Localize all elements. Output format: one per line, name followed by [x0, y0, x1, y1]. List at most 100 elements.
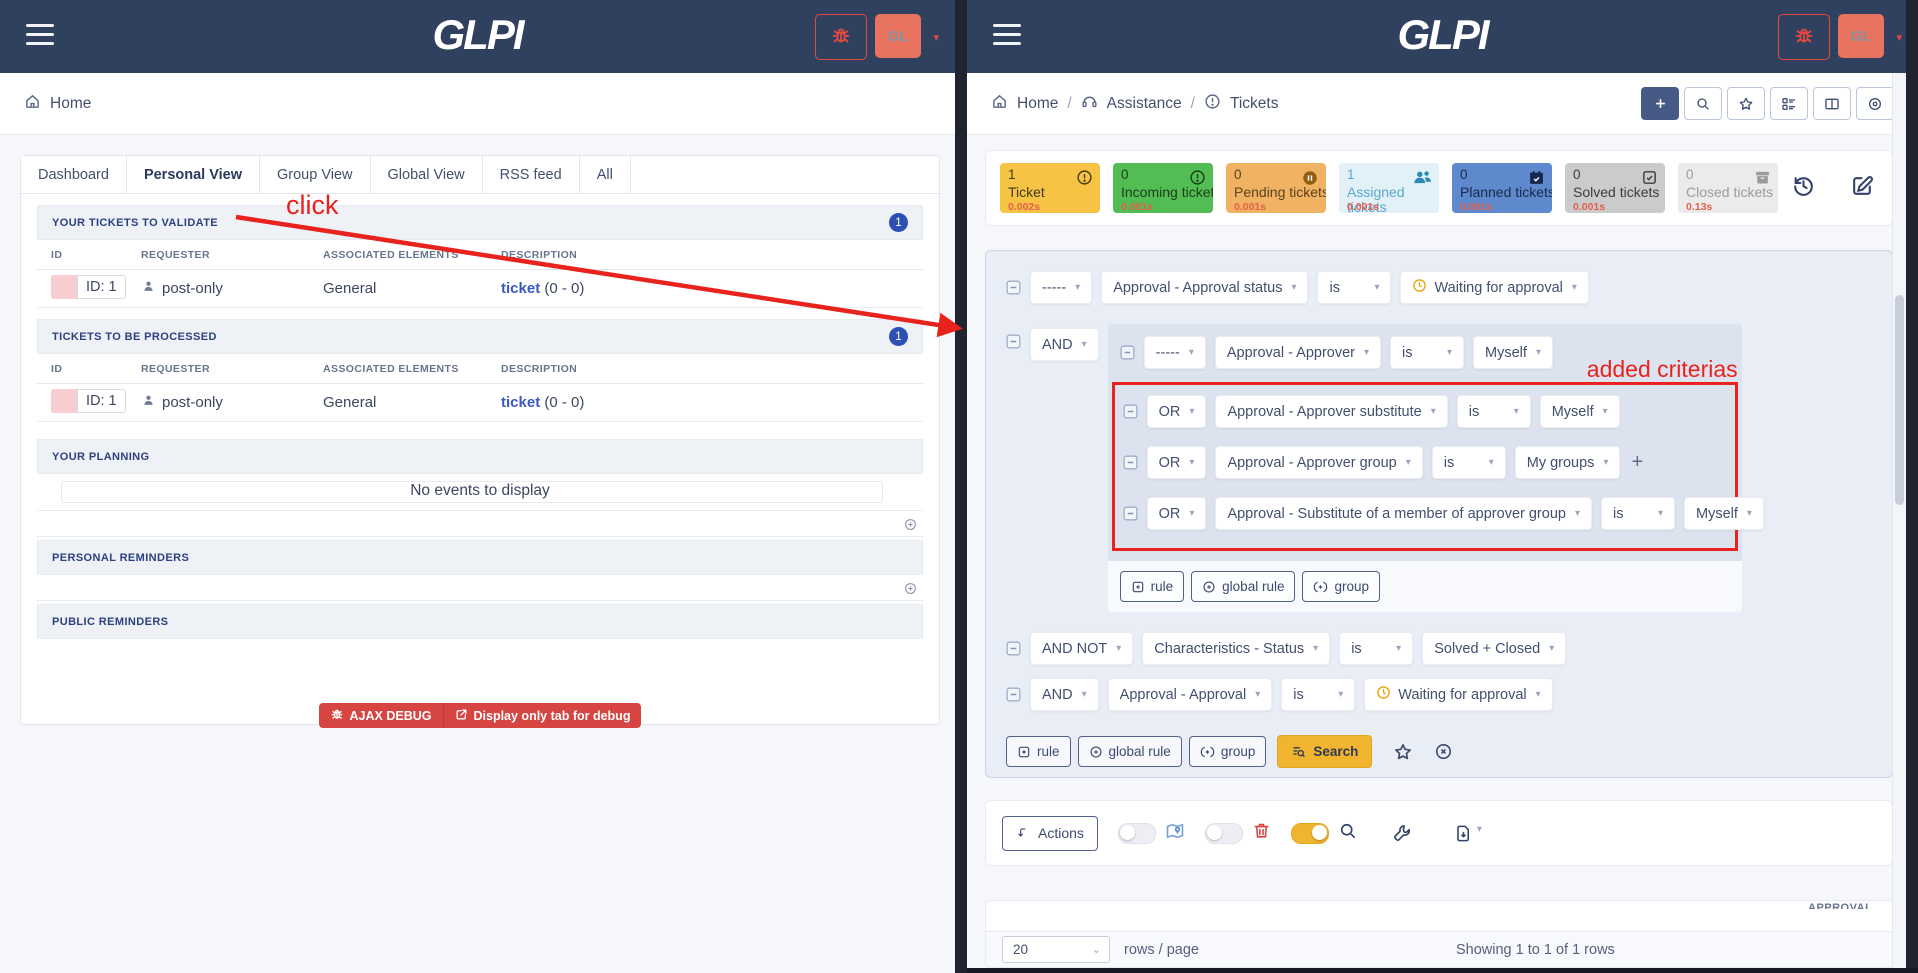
- field-select[interactable]: Characteristics - Status ▾: [1142, 632, 1331, 665]
- breadcrumb-assistance[interactable]: Assistance: [1106, 94, 1182, 112]
- chevron-down-icon[interactable]: ▾: [933, 32, 939, 44]
- ticket-id[interactable]: ID: 1: [77, 388, 126, 413]
- ticket-id[interactable]: ID: 1: [77, 274, 126, 299]
- minus-square-icon[interactable]: [1123, 506, 1138, 521]
- circle-plus-icon[interactable]: [904, 518, 917, 536]
- add-group-button[interactable]: group: [1302, 571, 1380, 602]
- value-select[interactable]: Myself ▾: [1473, 336, 1553, 369]
- hamburger-menu-icon[interactable]: [993, 24, 1021, 48]
- comparator-select[interactable]: is ▾: [1390, 336, 1465, 369]
- comparator-select[interactable]: is ▾: [1281, 678, 1356, 711]
- search-submit-button[interactable]: Search: [1277, 735, 1373, 768]
- breadcrumb-tickets[interactable]: Tickets: [1229, 94, 1279, 112]
- field-select[interactable]: Approval - Approval ▾: [1107, 678, 1273, 711]
- field-select[interactable]: Approval - Approver ▾: [1214, 336, 1382, 369]
- breadcrumb-home[interactable]: Home: [1017, 94, 1059, 112]
- value-select[interactable]: Myself ▾: [1683, 497, 1764, 530]
- wrench-icon[interactable]: [1392, 823, 1412, 843]
- showing-rows-text: Showing 1 to 1 of 1 rows: [1456, 941, 1615, 958]
- minus-square-icon[interactable]: [1006, 641, 1021, 656]
- comparator-select[interactable]: is ▾: [1317, 271, 1392, 304]
- logic-operator-select[interactable]: ----- ▾: [1143, 336, 1206, 369]
- add-group-button[interactable]: group: [1188, 736, 1267, 767]
- actions-button[interactable]: Actions: [1002, 815, 1098, 851]
- debug-mode-button[interactable]: [1778, 14, 1830, 60]
- search-button[interactable]: [1684, 87, 1722, 120]
- comparator-select[interactable]: is ▾: [1339, 632, 1414, 665]
- tab-all[interactable]: All: [579, 156, 631, 193]
- status-badge-pending[interactable]: 0 Pending tickets 0.001s: [1226, 163, 1326, 213]
- minus-square-icon[interactable]: [1123, 455, 1138, 470]
- add-ticket-button[interactable]: [1641, 87, 1679, 120]
- right-breadcrumb: Home / Assistance / Tickets: [967, 73, 1918, 135]
- tab-global-view[interactable]: Global View: [370, 156, 483, 193]
- logic-operator-select[interactable]: ----- ▾: [1030, 271, 1093, 304]
- user-avatar[interactable]: GL: [875, 14, 921, 58]
- reset-search-icon[interactable]: [1434, 742, 1453, 761]
- status-badge-incoming[interactable]: 0 Incoming tickets 0.001s: [1113, 163, 1213, 213]
- comparator-select[interactable]: is ▾: [1456, 395, 1531, 428]
- tab-rss-feed[interactable]: RSS feed: [482, 156, 580, 193]
- circle-plus-icon[interactable]: [904, 582, 917, 600]
- show-deleted-toggle[interactable]: [1204, 822, 1243, 844]
- add-value-plus[interactable]: +: [1631, 451, 1644, 473]
- tab-group-view[interactable]: Group View: [260, 156, 371, 193]
- tab-dashboard[interactable]: Dashboard: [21, 156, 127, 193]
- add-global-rule-button[interactable]: global rule: [1077, 736, 1182, 767]
- value-select[interactable]: Solved + Closed ▾: [1422, 632, 1567, 665]
- status-badge-assigned[interactable]: 1 Assigned tickets 0.001s: [1339, 163, 1439, 213]
- minus-square-icon[interactable]: [1006, 280, 1021, 295]
- minus-square-icon[interactable]: [1120, 345, 1135, 360]
- scrollbar-track[interactable]: [1892, 73, 1906, 973]
- criteria-row: AND NOT ▾ Characteristics - Status ▾ is ▾ S…: [1006, 632, 1872, 665]
- logic-operator-select[interactable]: AND ▾: [1030, 328, 1099, 361]
- field-select[interactable]: Approval - Approval status ▾: [1101, 271, 1309, 304]
- status-badge-solved[interactable]: 0 Solved tickets 0.001s: [1565, 163, 1665, 213]
- history-icon[interactable]: [1791, 173, 1816, 203]
- status-badge-planned[interactable]: 0 Planned tickets 0.001s: [1452, 163, 1552, 213]
- minus-square-icon[interactable]: [1006, 334, 1021, 349]
- breadcrumb-home[interactable]: Home: [50, 94, 92, 112]
- tab-personal-view[interactable]: Personal View: [126, 156, 260, 193]
- add-rule-button[interactable]: rule: [1006, 736, 1071, 767]
- logic-operator-select[interactable]: OR ▾: [1146, 497, 1207, 530]
- field-select[interactable]: Approval - Substitute of a member of app…: [1215, 497, 1592, 530]
- chevron-down-icon[interactable]: ▾: [1896, 32, 1902, 44]
- split-columns-button[interactable]: [1813, 87, 1851, 120]
- logic-operator-select[interactable]: AND NOT ▾: [1030, 632, 1134, 665]
- status-badge-closed[interactable]: 0 Closed tickets 0.13s: [1678, 163, 1778, 213]
- search-filter-toggle[interactable]: [1290, 822, 1329, 844]
- add-rule-button[interactable]: rule: [1119, 571, 1185, 602]
- logic-operator-select[interactable]: OR ▾: [1146, 395, 1207, 428]
- bookmark-star-button[interactable]: [1727, 87, 1765, 120]
- comparator-select[interactable]: is ▾: [1600, 497, 1675, 530]
- export-button[interactable]: ▾: [1454, 824, 1482, 843]
- field-select[interactable]: Approval - Approver substitute ▾: [1215, 395, 1448, 428]
- value-select[interactable]: Myself ▾: [1539, 395, 1620, 428]
- status-badge-ticket[interactable]: 1 Ticket 0.002s: [1000, 163, 1100, 213]
- rows-per-page-select[interactable]: 20 ⌄: [1002, 936, 1110, 963]
- edit-icon[interactable]: [1850, 173, 1875, 203]
- chevron-down-icon: ⌄: [1091, 944, 1101, 956]
- value-select[interactable]: Waiting for approval ▾: [1400, 271, 1589, 304]
- value-select[interactable]: Waiting for approval ▾: [1364, 678, 1553, 711]
- comparator-select[interactable]: is ▾: [1431, 446, 1506, 479]
- logic-operator-select[interactable]: OR ▾: [1146, 446, 1207, 479]
- scrollbar-thumb[interactable]: [1895, 295, 1904, 505]
- user-avatar[interactable]: GL: [1838, 14, 1884, 58]
- ticket-link[interactable]: ticket: [501, 394, 541, 411]
- logic-operator-select[interactable]: AND ▾: [1030, 678, 1099, 711]
- debug-mode-button[interactable]: [815, 14, 867, 60]
- display-options-button[interactable]: [1856, 87, 1894, 120]
- ticket-link[interactable]: ticket: [501, 280, 541, 297]
- add-global-rule-button[interactable]: global rule: [1191, 571, 1296, 602]
- hamburger-menu-icon[interactable]: [26, 24, 54, 48]
- field-select[interactable]: Approval - Approver group ▾: [1215, 446, 1423, 479]
- list-details-button[interactable]: [1770, 87, 1808, 120]
- minus-square-icon[interactable]: [1006, 687, 1021, 702]
- value-select[interactable]: My groups ▾: [1514, 446, 1621, 479]
- save-bookmark-star-icon[interactable]: [1393, 742, 1413, 762]
- minus-square-icon[interactable]: [1123, 404, 1138, 419]
- map-view-toggle[interactable]: [1117, 822, 1156, 844]
- ajax-debug-button[interactable]: AJAX DEBUG Display only tab for debug: [318, 703, 642, 728]
